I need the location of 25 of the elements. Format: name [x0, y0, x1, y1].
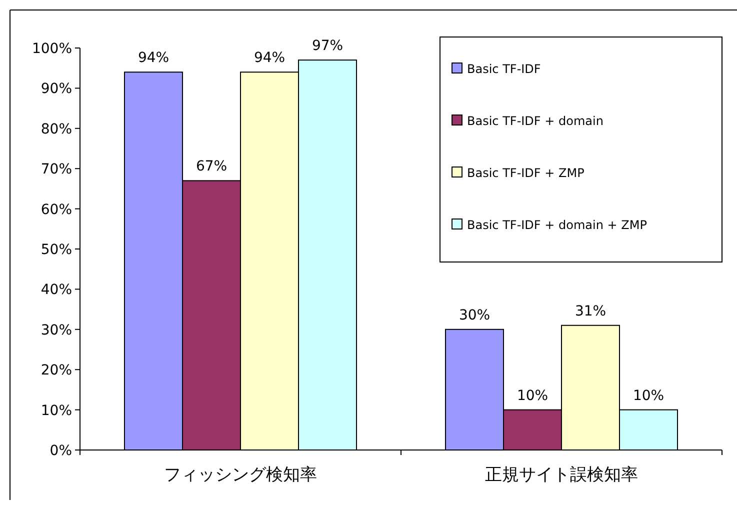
y-tick-label: 20%	[40, 362, 72, 379]
y-tick-label: 80%	[40, 121, 72, 138]
y-tick-label: 50%	[40, 242, 72, 258]
data-label: 30%	[458, 307, 490, 324]
data-label: 97%	[312, 38, 344, 54]
x-tick-label: 正規サイト誤検知率	[485, 465, 638, 485]
y-tick-label: 90%	[40, 81, 72, 98]
legend-label: Basic TF-IDF + domain + ZMP	[467, 218, 647, 232]
y-tick-label: 10%	[40, 402, 72, 419]
y-tick-label: 40%	[40, 282, 72, 298]
y-tick-label: 30%	[40, 322, 72, 338]
y-tick-label: 100%	[32, 41, 72, 57]
legend-label: Basic TF-IDF	[467, 62, 541, 76]
data-label: 67%	[196, 158, 228, 175]
legend-label: Basic TF-IDF + ZMP	[467, 166, 584, 180]
y-tick-label: 60%	[40, 202, 72, 218]
y-tick-label: 0%	[50, 443, 72, 459]
data-label: 94%	[254, 50, 286, 66]
x-tick-label: フィッシング検知率	[164, 465, 317, 485]
y-tick-label: 70%	[40, 162, 72, 178]
data-label: 10%	[632, 388, 664, 404]
legend-label: Basic TF-IDF + domain	[467, 114, 604, 128]
data-label: 94%	[138, 50, 170, 66]
data-label: 10%	[516, 388, 548, 404]
data-label: 31%	[574, 303, 606, 320]
